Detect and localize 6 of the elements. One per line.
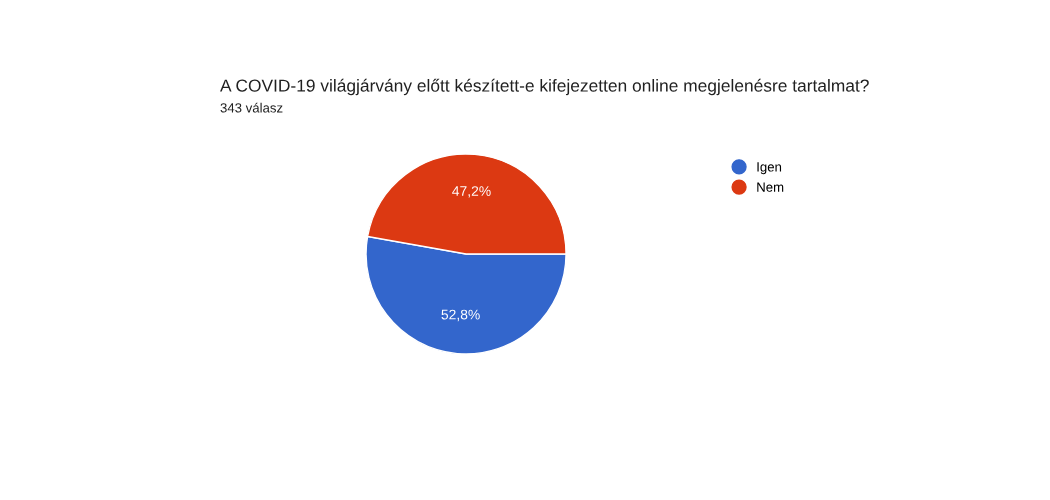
legend-label: Igen — [757, 162, 782, 175]
data-label: 47,2% — [452, 186, 491, 198]
legend-label: Nem — [757, 182, 784, 192]
text: 343 válasz — [220, 102, 283, 113]
data-label: 52,8% — [441, 309, 480, 322]
chart-title: A COVID-19 világjárvány előtt készített-e kifejezetten online megjelenésre tartalmat? — [220, 78, 869, 96]
